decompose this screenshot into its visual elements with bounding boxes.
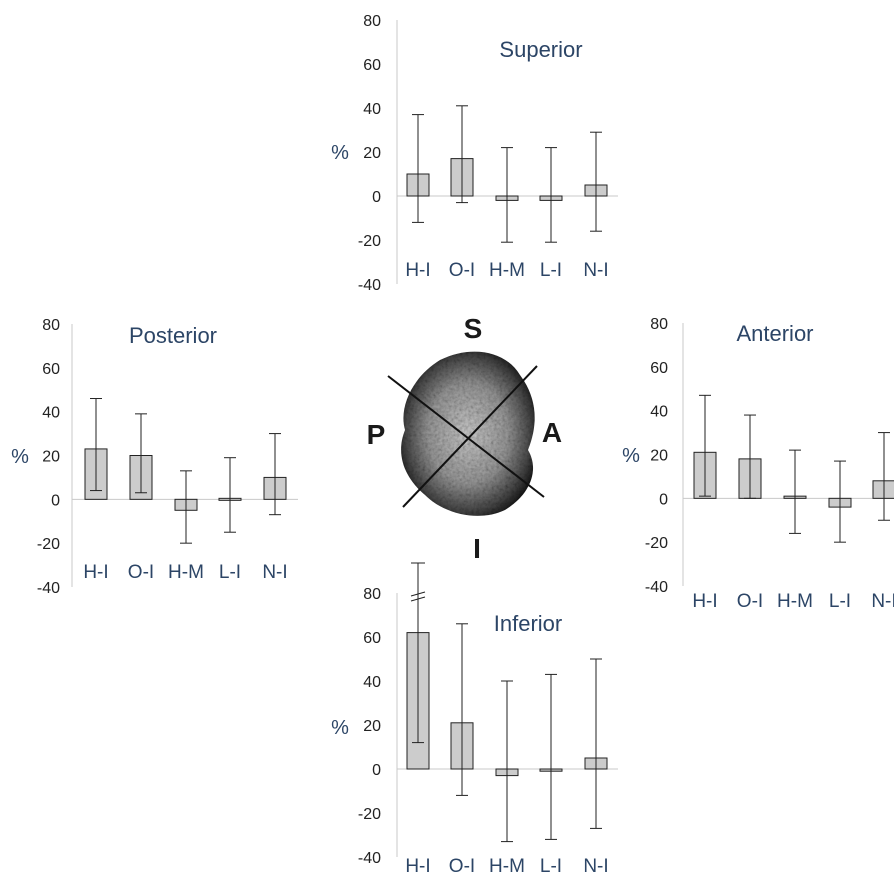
y-tick-label: -40 [645,579,668,596]
diagonal-line-2 [402,365,538,508]
axis-break-mark [410,591,426,597]
cross-section-blob [401,351,535,516]
anterior-chart: 80 60 40 20 0 -20 -40 Anterior% H-I O-I H-M L-I N-I [622,316,894,612]
y-tick-label: 0 [372,189,381,206]
axis-break-mark [410,596,426,602]
y-tick-label: 40 [363,674,381,691]
y-tick-label: 40 [363,101,381,118]
category-label: L-I [540,856,562,875]
chart-title: Posterior [129,323,217,348]
y-tick-label: 20 [650,448,668,465]
y-tick-label: 20 [42,449,60,466]
superior-chart: 80 60 40 20 0 -20 -40 Superior% H-I O-I H-M L-I N-I [331,13,618,294]
orientation-label-superior: S [464,313,483,344]
posterior-chart: 80 60 40 20 0 -20 -40 Posterior% H-I O-I H-M L-I N-I [11,317,298,597]
category-label: L-I [829,591,851,612]
y-tick-label: 0 [372,762,381,779]
y-tick-label: 80 [363,13,381,30]
category-label: N-I [583,260,608,281]
chart-title: Inferior [494,611,562,636]
category-label: H-I [692,591,717,612]
y-tick-label: 0 [51,492,60,509]
y-tick-label: 60 [42,361,60,378]
category-label: O-I [128,562,154,583]
y-tick-label: -40 [37,580,60,597]
inferior-chart: 80 60 40 20 0 -20 -40 Inferior% H-I O-I H-M L-I N-I [331,562,618,875]
orientation-label-anterior: A [542,417,562,448]
chart-title: Anterior [736,321,813,346]
category-label: H-M [777,591,813,612]
category-label: L-I [540,260,562,281]
y-tick-label: 0 [659,491,668,508]
category-label: H-M [168,562,204,583]
y-tick-label: 80 [42,317,60,334]
y-tick-label: 60 [363,630,381,647]
y-tick-label: 80 [650,316,668,333]
category-label: O-I [449,856,475,875]
y-tick-label: 60 [650,360,668,377]
category-label: N-I [262,562,287,583]
y-tick-label: 20 [363,145,381,162]
y-axis-label: % [622,445,640,467]
y-axis-label: % [331,717,349,739]
y-axis-label: % [331,142,349,164]
orientation-label-posterior: P [367,419,386,450]
y-tick-label: -20 [37,536,60,553]
category-label: O-I [737,591,763,612]
y-axis-label: % [11,446,29,468]
category-label: H-I [405,856,430,875]
y-tick-label: -20 [358,233,381,250]
category-label: N-I [583,856,608,875]
category-label: H-I [83,562,108,583]
orientation-label-inferior: I [473,533,481,564]
category-label: H-M [489,260,525,281]
category-label: H-I [405,260,430,281]
y-tick-label: 60 [363,57,381,74]
y-tick-label: -40 [358,277,381,294]
y-tick-label: 20 [363,718,381,735]
y-tick-label: 40 [650,404,668,421]
y-tick-label: -20 [645,535,668,552]
y-tick-label: -20 [358,806,381,823]
center-cross-section-figure: S A I P [367,313,562,564]
y-tick-label: 40 [42,405,60,422]
category-label: O-I [449,260,475,281]
chart-title: Superior [499,37,582,62]
diagonal-line-1 [387,375,545,498]
category-label: N-I [871,591,894,612]
y-tick-label: 80 [363,586,381,603]
category-label: L-I [219,562,241,583]
category-label: H-M [489,856,525,875]
y-tick-label: -40 [358,850,381,867]
